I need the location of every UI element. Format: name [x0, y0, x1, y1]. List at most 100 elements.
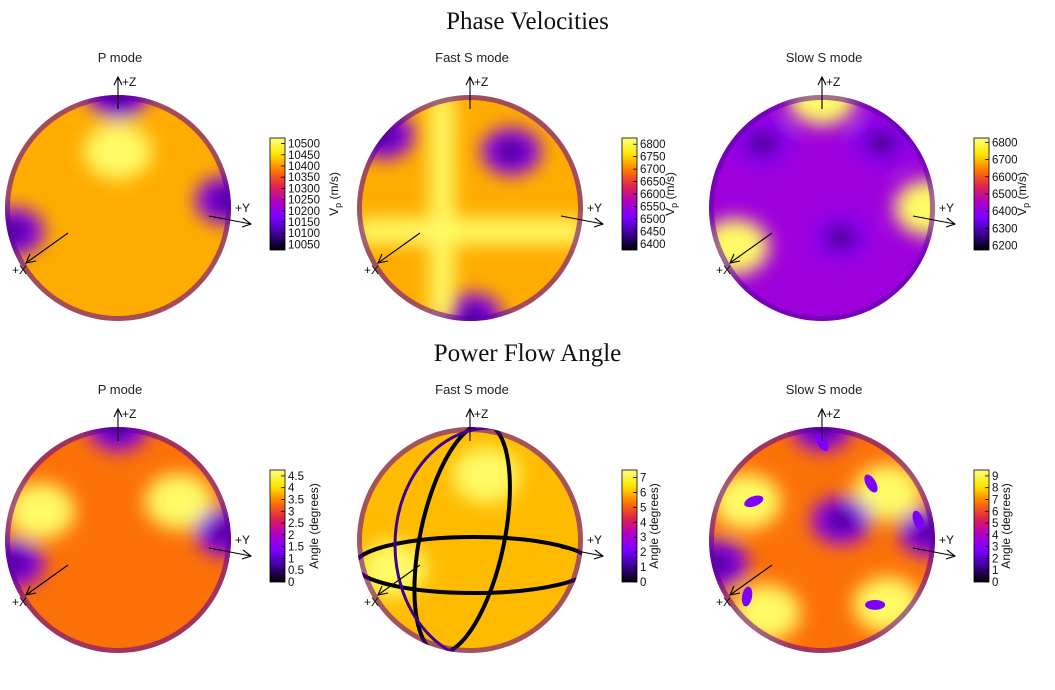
axis-z-head [817, 75, 827, 86]
colorbar-tick-label: 10500 [288, 139, 320, 151]
colorbar-tick-label: 2 [288, 530, 294, 542]
colorbar-tick-label: 6450 [640, 226, 666, 238]
axis-z-label: +Z [826, 407, 840, 421]
chart-panel-phase-0: P mode +Z +Y +X 10500 10450 10400 10350 10300 102… [0, 50, 350, 350]
axis-z-label: +Z [122, 75, 136, 89]
panel-title: Fast S mode [435, 50, 509, 65]
colorbar-tick-label: 8 [992, 483, 998, 495]
colorbar-tick-label: 0.5 [288, 565, 304, 577]
colorbar-tick-label: 2 [640, 547, 646, 559]
axis-x [729, 232, 773, 264]
colorbar-tick-label: 6750 [640, 152, 666, 164]
colorbar-tick-label: 4 [288, 483, 295, 495]
axis-y-head [945, 549, 957, 560]
colorbar-tick-label: 6200 [992, 241, 1018, 253]
field-high [358, 541, 427, 598]
colorbar-tick-label: 10400 [288, 161, 320, 173]
colorbar: 4.543.532.521.510.50 Angle (degrees) [269, 469, 321, 589]
axis-x-head [25, 253, 37, 264]
field-low-core [211, 522, 231, 543]
colorbar-tick-label: 1 [640, 562, 646, 574]
axis-z-label: +Z [474, 75, 488, 89]
colorbar-tick-label: 10050 [288, 239, 320, 251]
field-lobe [864, 474, 878, 493]
axis-y [912, 547, 956, 557]
colorbar-tick-label: 10100 [288, 228, 320, 240]
sphere-surface [5, 95, 231, 321]
axis-x-label: +X [364, 595, 379, 609]
sphere-surface [709, 427, 935, 653]
colorbar-tick-label: 4 [992, 530, 999, 542]
sphere-base [5, 95, 231, 321]
colorbar-gradient [269, 469, 286, 583]
sphere-plot: +Z +Y +X 6800675067006650660065506500645064… [357, 75, 679, 321]
colorbar: 6800 6700 6600 6500 6400 6300 6200 Vp (m/s) [973, 137, 1031, 253]
axis-y-label: +Y [587, 201, 602, 215]
colorbar-tick-label: 1 [288, 553, 294, 565]
colorbar-tick-label: 0 [992, 577, 998, 589]
colorbar-tick-label: 1 [992, 565, 998, 577]
chart-panel-phase-1: Fast S mode +Z +Y +X 6800 6750 6700 6650 6600 655… [352, 50, 702, 350]
axis-y-label: +Y [235, 533, 250, 547]
colorbar-tick-label: 6600 [992, 172, 1018, 184]
sphere-field [358, 447, 521, 598]
panel-title: Fast S mode [435, 382, 509, 397]
chart-panel-power-3: P mode +Z +Y +X 4.5 4 3.5 3 2.5 2 1.5 1 0.5 0 Angle (d… [0, 382, 350, 682]
fast-s-bands [357, 95, 583, 321]
axis-y-label: +Y [587, 533, 602, 547]
chart-panel-phase-2: Slow S mode +Z +Y +X 6800 6700 6600 6500 6400 630… [704, 50, 1054, 350]
axis-y [208, 547, 252, 557]
axis-x [25, 564, 69, 596]
colorbar-gradient [973, 469, 990, 583]
field-low-core [211, 190, 231, 211]
sphere-surface [5, 427, 231, 653]
axis-x [377, 564, 421, 596]
axis-x-label: +X [716, 263, 731, 277]
field-low-core [827, 510, 856, 531]
colorbar-tick-label: 10300 [288, 183, 320, 195]
panel-title: Slow S mode [785, 50, 863, 65]
axis-y-label: +Y [939, 201, 954, 215]
sphere-surface [709, 95, 935, 321]
axis-x-head [377, 253, 389, 264]
axis-z-head [465, 407, 475, 418]
colorbar-tick-label: 3 [640, 532, 646, 544]
colorbar-tick-label: 5 [640, 502, 646, 514]
axis-y [560, 215, 604, 225]
axis-z-label: +Z [826, 75, 840, 89]
axis-x [25, 232, 69, 264]
chart-panel-power-4: Fast S mode +Z +Y +X 7 6 5 4 3 2 1 0 Angle (degrees) [352, 382, 702, 682]
field-low-core [826, 227, 855, 248]
colorbar-gradient [621, 469, 638, 583]
colorbar-tick-label: 2 [992, 553, 998, 565]
band-equator [357, 218, 583, 244]
axes [25, 407, 253, 596]
axis-y-head [241, 217, 253, 228]
panel-title: Slow S mode [785, 382, 863, 397]
colorbar-tick-label: 5 [992, 518, 998, 530]
colorbar-tick-label: 6800 [640, 139, 666, 151]
colorbar-label: Vp (m/s) [327, 172, 343, 216]
field-low-core [867, 133, 896, 154]
field-high [894, 180, 935, 236]
colorbar-tick-label: 1.5 [288, 542, 304, 554]
axis-x-label: +X [716, 595, 731, 609]
axes [25, 75, 253, 264]
axis-z-head [113, 407, 123, 418]
axes [377, 407, 605, 596]
sphere-surface [357, 427, 583, 653]
field-high [732, 584, 801, 641]
field-high [84, 123, 152, 180]
sphere-field [5, 427, 231, 588]
field-lobe [815, 433, 829, 452]
colorbar-tick-label: 6700 [992, 155, 1018, 167]
axis-y-head [241, 549, 253, 560]
colorbar-tick-label: 6500 [992, 189, 1018, 201]
colorbar-tick-label: 10450 [288, 150, 320, 162]
axis-y-head [593, 549, 605, 560]
